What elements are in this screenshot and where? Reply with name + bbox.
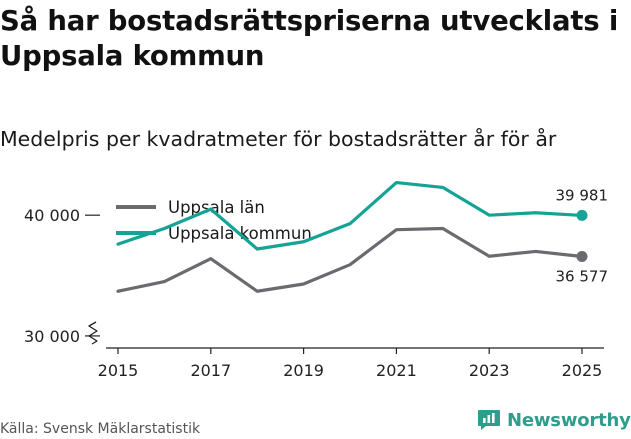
newsworthy-logo-icon — [478, 410, 500, 430]
legend-label-uppsala-lan: Uppsala län — [168, 198, 265, 217]
end-label-uppsala-kommun: 39 981 — [556, 186, 609, 204]
end-label-uppsala-lan: 36 577 — [556, 268, 609, 286]
x-tick-label-2023: 2023 — [469, 361, 510, 380]
series-line-uppsala-lan — [116, 226, 584, 293]
end-point-uppsala-lan — [576, 251, 588, 263]
data-labels: 36 577 39 981 — [556, 186, 609, 285]
x-tick-label-2021: 2021 — [376, 361, 417, 380]
y-tick-label-40000: 40 000 — [24, 206, 80, 225]
x-axis: 2015 2017 2019 2021 2023 2025 — [98, 347, 604, 380]
end-point-uppsala-kommun — [576, 209, 588, 221]
brand-logo: Newsworthy — [477, 409, 631, 431]
y-axis: 30 000 40 000 — [24, 206, 100, 346]
x-tick-label-2015: 2015 — [98, 361, 139, 380]
axis-break-icon — [88, 321, 98, 345]
chart-title: Så har bostadsrättspriserna utvecklats i… — [0, 5, 619, 72]
brand-name: Newsworthy — [507, 409, 631, 431]
series-group — [116, 180, 588, 293]
y-tick-label-30000: 30 000 — [24, 327, 80, 346]
chart-subtitle: Medelpris per kvadratmeter för bostadsrä… — [0, 127, 557, 151]
series-line-uppsala-kommun — [116, 180, 584, 251]
x-tick-label-2017: 2017 — [190, 361, 231, 380]
x-tick-label-2025: 2025 — [562, 361, 603, 380]
x-tick-label-2019: 2019 — [283, 361, 324, 380]
source-note: Källa: Svensk Mäklarstatistik — [0, 421, 201, 437]
